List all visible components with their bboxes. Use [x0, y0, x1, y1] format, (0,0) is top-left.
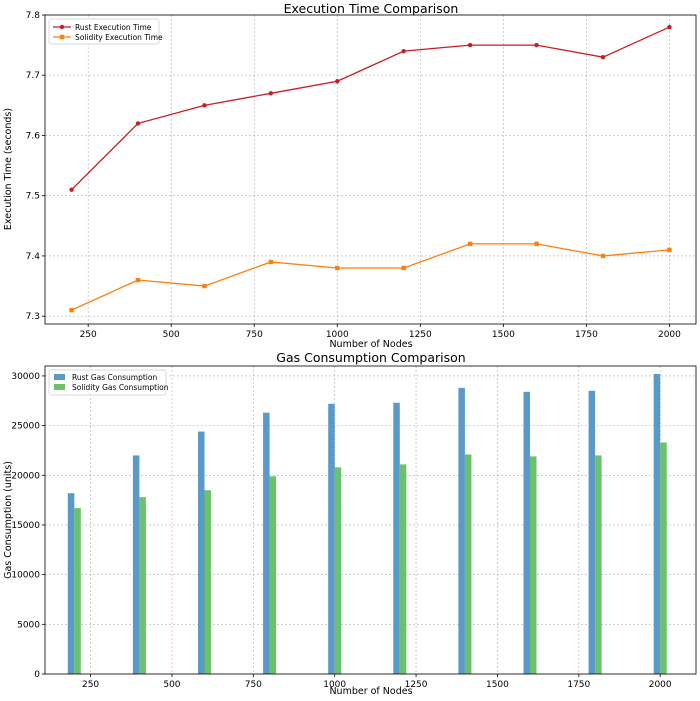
chart2-x-tick-label: 1500 — [486, 680, 509, 690]
data-point — [335, 79, 340, 84]
execution-time-chart: Execution Time Comparison 250 500 750 1000 1… — [3, 1, 697, 350]
legend-solidity-marker — [59, 34, 65, 40]
bar — [588, 390, 596, 674]
bar — [523, 391, 530, 674]
chart1-y-tick-label: 7.4 — [26, 252, 41, 262]
legend-solidity-exec-label: Solidity Execution Time — [75, 33, 163, 42]
gas-consumption-chart: Gas Consumption Comparison 250 500 750 1000… — [3, 350, 697, 697]
chart2-y-tick-label: 0 — [34, 670, 40, 680]
legend-rust-gas-label: Rust Gas Consumption — [72, 373, 157, 382]
chart2-legend: Rust Gas Consumption Solidity Gas Consum… — [48, 369, 169, 396]
bar — [139, 497, 146, 674]
bar — [399, 464, 407, 674]
chart2-y-tick-label: 15000 — [11, 521, 40, 531]
bar — [132, 455, 140, 674]
chart1-x-tick-label: 500 — [163, 330, 180, 340]
chart1-y-tick-label: 7.5 — [26, 192, 40, 202]
chart1-title: Execution Time Comparison — [284, 1, 459, 16]
data-point — [600, 253, 606, 259]
chart2-x-tick-label: 500 — [163, 680, 180, 690]
data-point — [69, 307, 74, 313]
chart2-x-tick-label: 2000 — [649, 680, 672, 690]
bar — [263, 412, 270, 674]
data-point — [268, 259, 274, 265]
bar — [334, 467, 342, 674]
chart1-x-tick-label: 1000 — [326, 330, 349, 340]
chart2-ticks: 250 500 750 1000 1250 1500 1750 200005000100001… — [11, 372, 672, 690]
chart2-x-tick-label: 1000 — [323, 680, 346, 690]
chart2-y-tick-label: 25000 — [11, 422, 40, 432]
chart2-plot-area — [44, 365, 697, 675]
legend-rust-marker — [59, 24, 65, 30]
chart2-x-axis-label: Number of Nodes — [329, 686, 412, 697]
bar — [660, 442, 667, 674]
data-point — [600, 54, 606, 60]
data-point — [534, 241, 539, 247]
chart2-title: Gas Consumption Comparison — [276, 350, 465, 365]
chart1-y-tick-label: 7.8 — [26, 11, 41, 21]
chart1-x-tick-label: 250 — [80, 330, 97, 340]
chart2-y-tick-label: 20000 — [11, 471, 40, 481]
data-point — [534, 42, 539, 48]
chart2-y-tick-label: 30000 — [11, 372, 40, 382]
chart1-y-tick-label: 7.7 — [26, 71, 40, 81]
chart1-x-axis-label: Number of Nodes — [329, 339, 412, 350]
chart1-grid — [45, 14, 696, 324]
bar — [197, 431, 205, 674]
chart1-y-tick-label: 7.3 — [26, 312, 40, 322]
chart1-x-tick-label: 2000 — [658, 330, 681, 340]
chart1-x-tick-label: 1250 — [409, 330, 432, 340]
legend-solidity-gas-label: Solidity Gas Consumption — [72, 383, 169, 392]
data-point — [401, 48, 406, 54]
bar — [464, 454, 472, 674]
series-line-0 — [71, 26, 670, 191]
bar — [529, 456, 537, 674]
data-point — [667, 24, 672, 30]
data-point — [467, 241, 473, 247]
chart2-y-tick-label: 5000 — [17, 620, 40, 630]
series-line-1 — [71, 243, 670, 311]
data-point — [202, 283, 207, 289]
chart2-x-tick-label: 1750 — [567, 680, 590, 690]
chart2-x-tick-label: 1250 — [405, 680, 428, 690]
chart2-y-tick-label: 10000 — [11, 571, 40, 581]
data-point — [135, 121, 141, 126]
bar — [269, 476, 277, 674]
chart1-ticks: 250 500 750 1000 1250 1500 1750 2000 7.3 7.4 7.5 7.… — [26, 11, 681, 340]
data-point — [667, 247, 672, 253]
bar — [595, 455, 602, 674]
data-point — [335, 265, 340, 271]
bar — [67, 493, 75, 674]
chart2-series — [67, 373, 667, 674]
bar — [204, 490, 212, 674]
chart1-x-tick-label: 1500 — [492, 330, 515, 340]
legend-solidity-gas-swatch — [54, 384, 65, 390]
chart1-plot-area — [44, 14, 697, 325]
data-point — [202, 103, 207, 108]
chart1-legend: Rust Execution Time Solidity Execution T… — [48, 18, 163, 45]
bar — [653, 373, 661, 674]
data-point — [69, 187, 74, 192]
bar — [74, 508, 81, 674]
bar — [328, 403, 335, 674]
chart2-x-tick-label: 250 — [82, 680, 99, 690]
data-point — [135, 277, 141, 283]
chart2-x-tick-label: 750 — [245, 680, 262, 690]
chart1-x-tick-label: 750 — [246, 330, 263, 340]
data-point — [401, 265, 406, 271]
data-point — [268, 91, 274, 96]
bar — [458, 387, 465, 674]
chart1-x-tick-label: 1750 — [575, 330, 598, 340]
legend-rust-exec-label: Rust Execution Time — [75, 23, 152, 32]
chart1-y-axis-label: Execution Time (seconds) — [3, 108, 14, 230]
chart2-y-axis-label: Gas Consumption (units) — [3, 461, 14, 579]
bar — [393, 402, 400, 674]
legend-rust-gas-swatch — [54, 374, 65, 380]
chart1-y-tick-label: 7.6 — [26, 131, 41, 141]
chart1-series — [69, 24, 672, 313]
data-point — [467, 42, 473, 48]
